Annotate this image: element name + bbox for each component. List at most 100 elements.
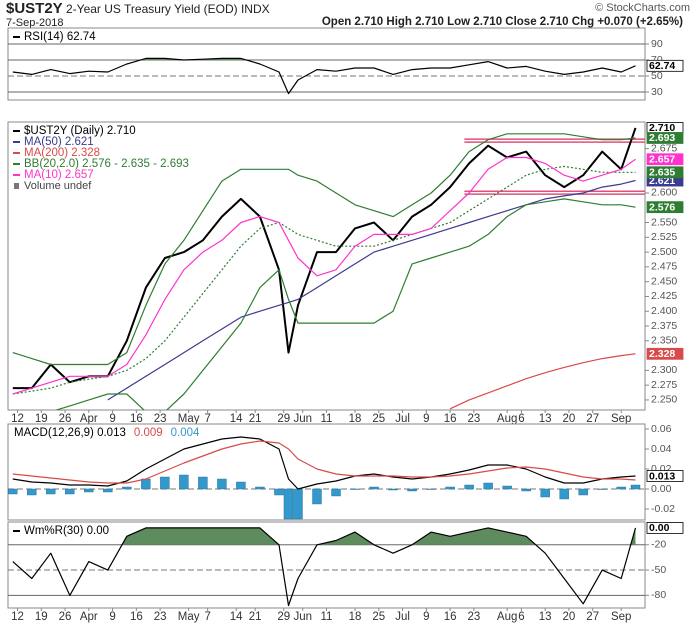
- histogram-bar: [217, 478, 227, 490]
- histogram-bar: [122, 486, 132, 490]
- series-line: [12, 156, 636, 395]
- x-tick-label: 7: [204, 413, 210, 425]
- histogram-bar: [179, 474, 189, 490]
- y-tick-label: 2.275: [651, 379, 677, 391]
- date: 7-Sep-2018: [6, 17, 64, 29]
- x-tick-label: 20: [563, 611, 576, 623]
- value-tag-box: [646, 166, 684, 179]
- x-tick-label: Jun: [293, 611, 312, 623]
- x-tick-label: 23: [467, 611, 480, 623]
- value-tag: 62.74: [649, 60, 675, 72]
- x-tick-label: 21: [249, 611, 262, 623]
- x-tick-label: 29: [277, 413, 290, 425]
- panel-frame: [7, 27, 646, 101]
- value-tag-box: [646, 153, 684, 166]
- value-tag-box: [646, 522, 684, 534]
- y-tick-label: 2.400: [651, 305, 677, 317]
- histogram-bar: [160, 476, 170, 490]
- y-tick-label: 0.04: [651, 443, 672, 455]
- x-tick-label: 20: [563, 413, 576, 425]
- histogram-bar: [312, 488, 322, 505]
- x-tick-label: 25: [372, 413, 385, 425]
- plot-area: [8, 43, 645, 95]
- histogram-bar: [521, 488, 531, 492]
- legend-label: RSI(14) 62.74: [24, 31, 96, 43]
- legend-label: 0.004: [171, 427, 200, 439]
- panel-frame: [7, 121, 646, 411]
- x-tick-label: Sep: [611, 413, 631, 425]
- histogram-bar: [103, 488, 113, 493]
- legend-label: MA(10) 2.657: [24, 169, 94, 181]
- x-tick-label: 27: [586, 611, 599, 623]
- x-tick-label: Apr: [80, 413, 98, 425]
- legend-label: 0.009: [134, 427, 163, 439]
- y-tick-label: 2.350: [651, 335, 677, 347]
- value-tag: 2.635: [649, 167, 675, 179]
- x-tick-label: 19: [35, 413, 48, 425]
- value-tag: 0.013: [649, 470, 675, 482]
- credit: © StockCharts.com: [595, 2, 690, 14]
- y-tick-label: 90: [651, 38, 663, 50]
- y-tick-label: 2.675: [651, 142, 677, 154]
- y-tick-label: 2.425: [651, 290, 677, 302]
- value-tag-box: [646, 470, 684, 482]
- x-tick-label: Jul: [395, 413, 410, 425]
- histogram-bar: [293, 488, 303, 520]
- y-tick-label: -20: [651, 539, 666, 551]
- legend-label: MA(50) 2.621: [24, 136, 94, 148]
- value-tag: 2.657: [649, 154, 675, 166]
- histogram-bar: [274, 488, 284, 496]
- x-tick-label: 9: [109, 611, 115, 623]
- x-tick-label: Jun: [293, 413, 312, 425]
- value-tag: 2.693: [649, 132, 675, 144]
- x-tick-label: 13: [539, 413, 552, 425]
- y-tick-label: 2.525: [651, 231, 677, 243]
- x-tick-label: 18: [349, 413, 362, 425]
- series-line: [54, 198, 636, 410]
- series-line: [12, 440, 636, 484]
- plot-area: [8, 436, 645, 520]
- y-tick-label: -80: [651, 589, 666, 601]
- histogram-bar: [236, 481, 246, 490]
- x-tick-label: 23: [154, 611, 167, 623]
- x-tick-label: 19: [35, 611, 48, 623]
- histogram-bar: [540, 488, 550, 498]
- x-tick-label: 16: [130, 611, 143, 623]
- x-tick-label: 13: [539, 611, 552, 623]
- histogram-bar: [46, 488, 56, 495]
- x-tick-label: 23: [154, 413, 167, 425]
- quote: Open 2.710 High 2.710 Low 2.710 Close 2.…: [322, 16, 683, 28]
- x-tick-label: 26: [59, 413, 72, 425]
- x-tick-label: 23: [467, 413, 480, 425]
- x-tick-label: 9: [423, 611, 429, 623]
- y-tick-label: 30: [651, 86, 663, 98]
- histogram-bar: [483, 482, 493, 490]
- y-tick-label: 70: [651, 54, 663, 66]
- histogram-bar: [464, 484, 474, 490]
- legend-label: Volume undef: [24, 180, 92, 192]
- x-tick-label: 9: [423, 413, 429, 425]
- x-tick-label: 11: [321, 611, 333, 623]
- y-tick-label: 2.600: [651, 187, 677, 199]
- value-tag: 0.00: [649, 522, 670, 534]
- histogram-bar: [407, 488, 417, 492]
- series-line: [12, 527, 637, 607]
- histogram-bar: [502, 485, 512, 490]
- x-tick-label: 16: [444, 611, 457, 623]
- x-tick-label: 7: [204, 611, 210, 623]
- x-tick-label: Apr: [80, 611, 98, 623]
- histogram-bar: [445, 486, 455, 490]
- x-tick-label: 6: [518, 611, 524, 623]
- series-line: [12, 165, 636, 395]
- value-tag-box: [646, 132, 684, 144]
- legend-label: $UST2Y (Daily) 2.710: [24, 125, 136, 137]
- legend-swatch: [14, 183, 19, 189]
- y-tick-label: 2.250: [651, 394, 677, 406]
- x-tick-label: 25: [372, 611, 385, 623]
- x-tick-label: 14: [230, 611, 243, 623]
- x-tick-label: 27: [586, 413, 599, 425]
- histogram-bar: [597, 488, 607, 490]
- histogram-bar: [65, 488, 75, 495]
- histogram-bar: [27, 488, 37, 496]
